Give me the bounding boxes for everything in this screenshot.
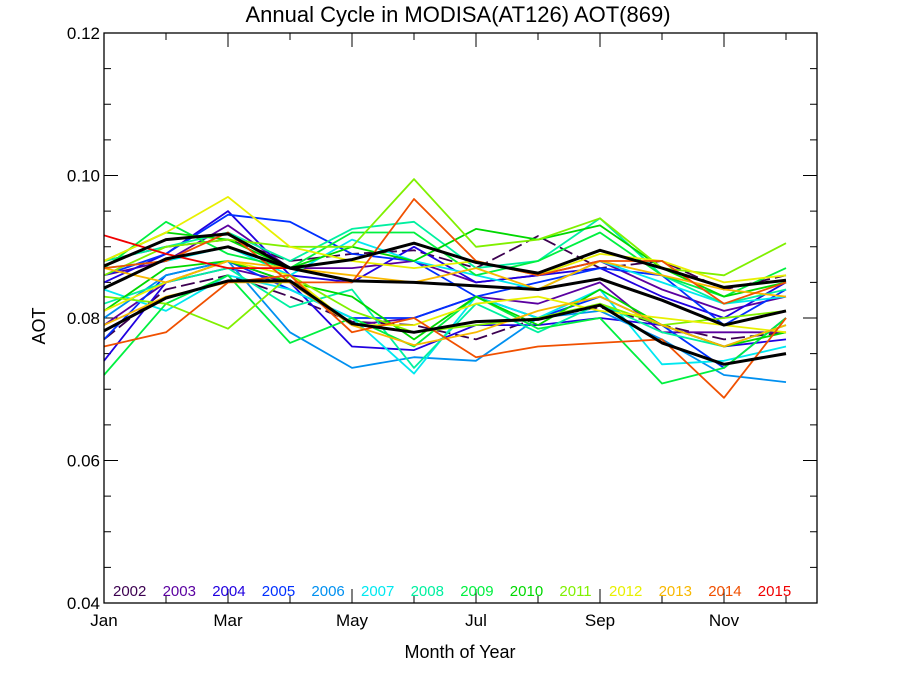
series-line-2009-low [103, 274, 787, 385]
y-tick-label: 0.06 [67, 452, 100, 471]
legend-entry-2002: 2002 [113, 583, 146, 600]
series-line-2012-high [103, 195, 787, 284]
series-line-2002-low [103, 274, 787, 341]
legend-entry-2015: 2015 [758, 583, 791, 600]
series-line-2005-high [103, 213, 787, 327]
y-tick-label: 0.12 [67, 24, 100, 43]
mean-line [103, 279, 787, 366]
legend-entry-2010: 2010 [510, 583, 543, 600]
mean-line [103, 245, 787, 327]
series-lines [103, 178, 787, 399]
x-tick-label: Jul [465, 611, 487, 630]
legend-entry-2008: 2008 [411, 583, 444, 600]
x-tick-label: Sep [585, 611, 615, 630]
legend-entry-2009: 2009 [460, 583, 493, 600]
y-tick-label: 0.04 [67, 594, 100, 613]
plot-frame [103, 32, 818, 604]
chart-title: Annual Cycle in MODISA(AT126) AOT(869) [245, 2, 670, 27]
series-line-2014-low [103, 274, 787, 399]
legend-entry-2011: 2011 [559, 583, 591, 600]
series-line-2015-low [103, 234, 290, 270]
series-line-2014-high [103, 198, 787, 305]
legend-entry-2006: 2006 [311, 583, 344, 600]
x-tick-label: May [336, 611, 369, 630]
x-axis-label: Month of Year [404, 642, 515, 662]
legend-entry-2003: 2003 [163, 583, 196, 600]
legend-entry-2007: 2007 [361, 583, 394, 600]
series-line-2011-high [103, 178, 787, 277]
mean-line [103, 232, 787, 289]
series-line-2003-high [103, 224, 787, 312]
series-line-2008-low [103, 267, 787, 369]
legend: 2002 2003 2004 2005 2006 2007 2008 2009 2010 2011… [113, 583, 791, 600]
tick-labels: 0.04 0.06 0.08 0.10 0.12 Jan Mar May Jul Sep Nov [67, 24, 740, 630]
y-axis-label: AOT [29, 307, 49, 344]
x-tick-label: Nov [709, 611, 740, 630]
series-line-2011-low [103, 274, 787, 334]
legend-entry-2014: 2014 [708, 583, 741, 600]
legend-entry-2013: 2013 [659, 583, 692, 600]
x-tick-label: Mar [213, 611, 243, 630]
legend-entry-2004: 2004 [212, 583, 245, 600]
x-tick-label: Jan [90, 611, 117, 630]
y-tick-label: 0.10 [67, 167, 100, 186]
axis-ticks [103, 32, 817, 604]
legend-entry-2012: 2012 [609, 583, 642, 600]
series-line-2013-high [103, 260, 787, 298]
y-tick-label: 0.08 [67, 309, 100, 328]
legend-entry-2005: 2005 [262, 583, 295, 600]
